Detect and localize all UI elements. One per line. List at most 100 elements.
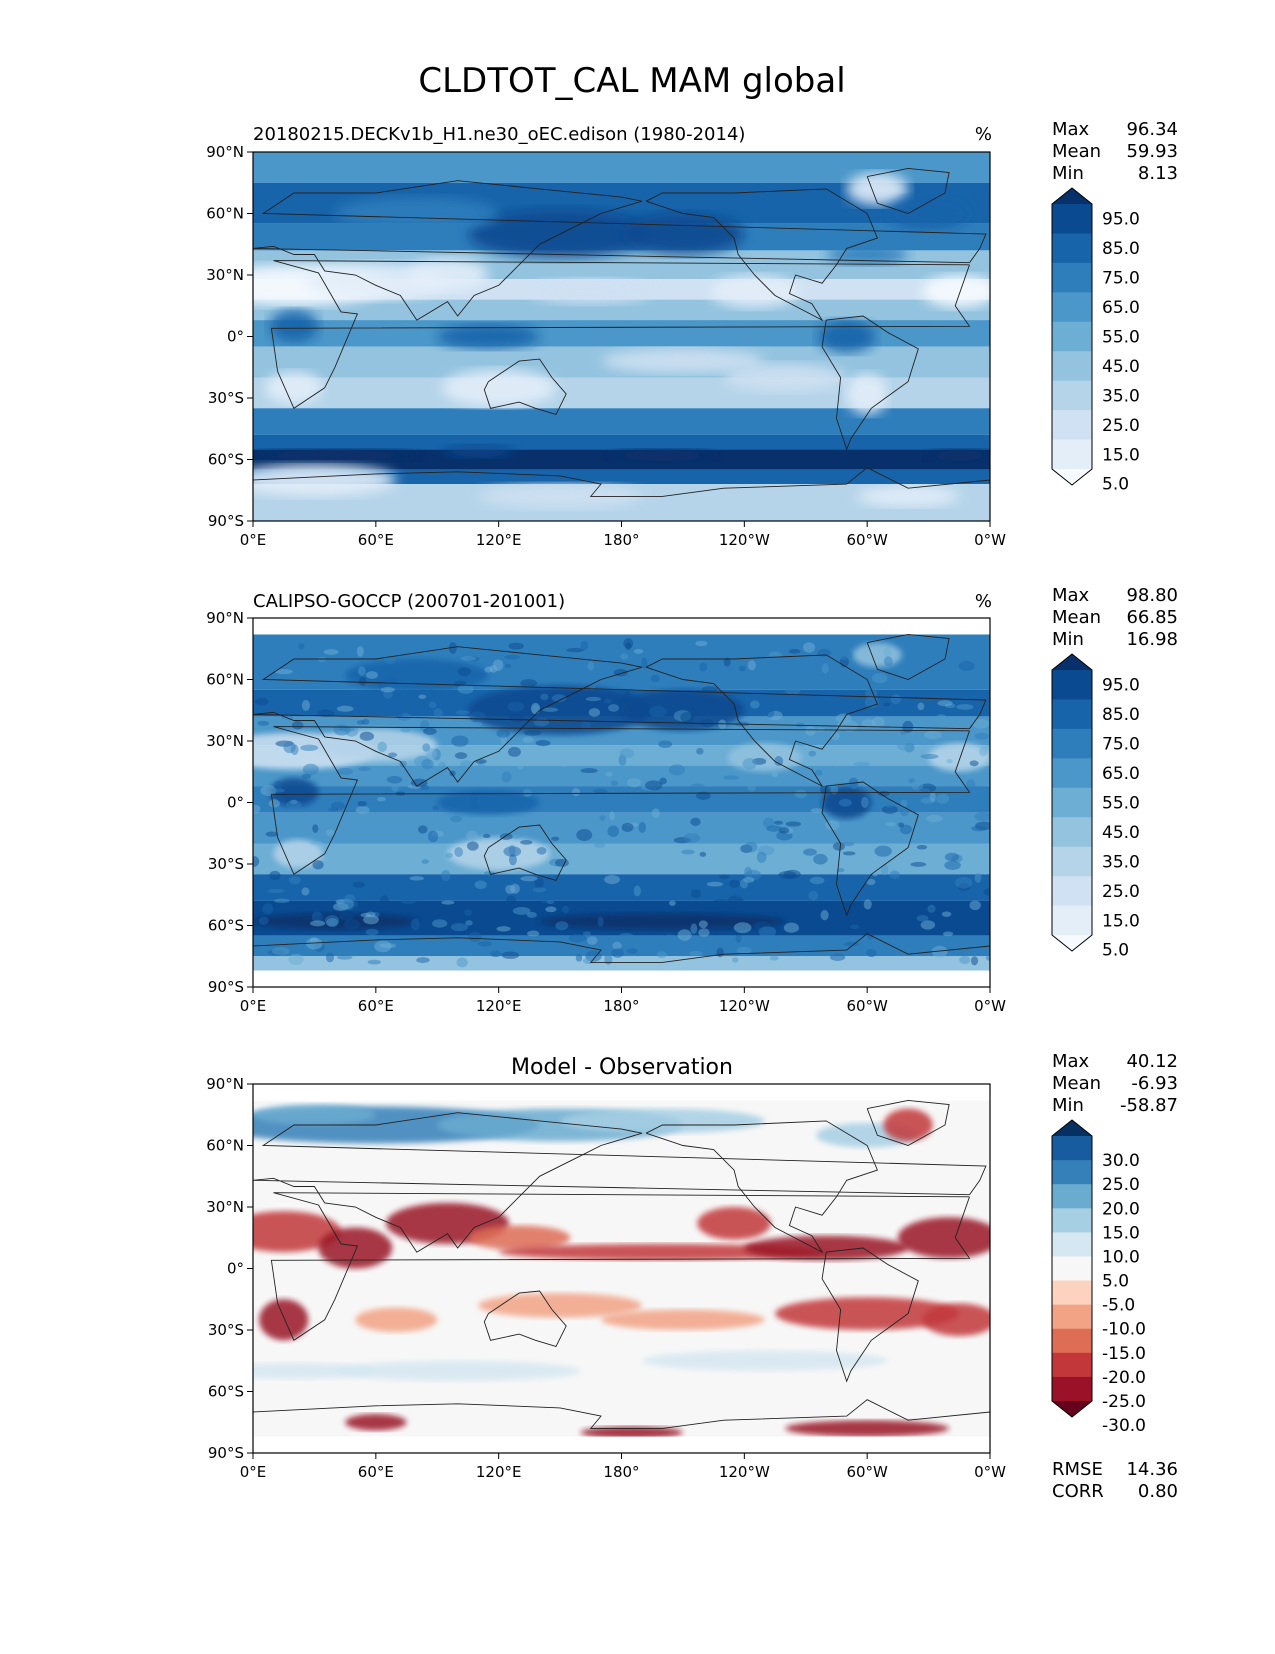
colorbar-label: -25.0 <box>1102 1392 1146 1412</box>
colorbar-outline <box>1051 187 1093 486</box>
stat-label: RMSE <box>1052 1459 1103 1480</box>
colorbar-segment <box>1052 1232 1092 1257</box>
colorbar-label: -20.0 <box>1102 1368 1146 1388</box>
colorbar-segment <box>1052 787 1092 818</box>
colorbar-label: 55.0 <box>1102 794 1140 814</box>
colorbar-segment <box>1052 699 1092 730</box>
colorbar-extend-top <box>1052 1120 1092 1136</box>
stat-value: -58.87 <box>1120 1095 1178 1116</box>
colorbar-segment <box>1052 204 1092 234</box>
colorbar-outline <box>1051 1119 1093 1418</box>
colorbar-label: 95.0 <box>1102 210 1140 230</box>
y-tick-label: 90°N <box>206 1075 244 1093</box>
x-tick-label: 180° <box>603 997 639 1015</box>
y-tick-label: 30°N <box>206 266 244 284</box>
stat-value: 40.12 <box>1126 1051 1178 1072</box>
colorbar: 30.0 25.0 20.0 15.0 10.0 5.0 -5.0 -10.0 -15.0 -20… <box>1051 1119 1146 1436</box>
y-tick-label: 30°S <box>208 1321 244 1339</box>
y-tick-label: 30°N <box>206 1198 244 1216</box>
colorbar-extend-bottom <box>1052 935 1092 951</box>
colorbar-segment <box>1052 1376 1092 1402</box>
y-tick-label: 90°N <box>206 609 244 627</box>
colorbar-label: -10.0 <box>1102 1320 1146 1340</box>
panel-observation: CALIPSO-GOCCP (200701-201001) % 0°E 60°E 1… <box>206 585 1178 1015</box>
stat-label: Max <box>1052 585 1090 606</box>
colorbar-segment <box>1052 758 1092 789</box>
colorbar-label: 15.0 <box>1102 445 1140 465</box>
y-tick-label: 60°N <box>206 1137 244 1155</box>
colorbar-label: -5.0 <box>1102 1296 1135 1316</box>
colorbar-extend-bottom <box>1052 469 1092 485</box>
colorbar-segment <box>1052 292 1092 323</box>
colorbar-label: 55.0 <box>1102 328 1140 348</box>
colorbar-label: 35.0 <box>1102 386 1140 406</box>
stat-label: Min <box>1052 163 1084 184</box>
y-tick-label: 60°S <box>208 1383 244 1401</box>
colorbar-segment <box>1052 1208 1092 1233</box>
colorbar-segment <box>1052 876 1092 907</box>
difference-map <box>253 1084 990 1453</box>
y-tick-label: 30°S <box>208 389 244 407</box>
y-tick-label: 0° <box>227 328 244 346</box>
colorbar-segment <box>1052 1136 1092 1161</box>
stat-value: 96.34 <box>1126 119 1178 140</box>
colorbar-segment <box>1052 817 1092 848</box>
x-tick-label: 60°W <box>846 997 888 1015</box>
panel-difference: Model - Observation 0°E 60°E 120°E 180° 120°… <box>206 1051 1178 1502</box>
colorbar-label: -30.0 <box>1102 1416 1146 1436</box>
colorbar-label: 25.0 <box>1102 1175 1140 1195</box>
colorbar-label: 65.0 <box>1102 298 1140 318</box>
stat-label: Max <box>1052 1051 1090 1072</box>
colorbar-segment <box>1052 351 1092 382</box>
y-tick-label: 30°N <box>206 732 244 750</box>
x-tick-label: 120°W <box>719 1463 770 1481</box>
colorbar-segment <box>1052 233 1092 264</box>
x-tick-label: 0°W <box>974 1463 1006 1481</box>
colorbar-segment <box>1052 1256 1092 1282</box>
x-tick-label: 0°W <box>974 531 1006 549</box>
y-tick-label: 90°N <box>206 143 244 161</box>
stat-label: Min <box>1052 629 1084 650</box>
colorbar-label: 25.0 <box>1102 416 1140 436</box>
y-tick-label: 90°S <box>208 1444 244 1462</box>
y-tick-label: 90°S <box>208 512 244 530</box>
colorbar-segment <box>1052 905 1092 936</box>
colorbar-segment <box>1052 380 1092 411</box>
x-tick-label: 60°E <box>358 531 394 549</box>
colorbar-extend-bottom <box>1052 1401 1092 1417</box>
x-tick-label: 120°W <box>719 531 770 549</box>
x-tick-label: 60°E <box>358 1463 394 1481</box>
stat-label: Min <box>1052 1095 1084 1116</box>
colorbar-label: 45.0 <box>1102 823 1140 843</box>
figure-title: CLDTOT_CAL MAM global <box>418 61 845 101</box>
colorbar-label: 10.0 <box>1102 1247 1140 1267</box>
stat-value: 98.80 <box>1126 585 1178 606</box>
stat-value: 59.93 <box>1126 141 1178 162</box>
model-map <box>253 152 990 521</box>
x-tick-label: 60°E <box>358 997 394 1015</box>
stat-value: 14.36 <box>1126 1459 1178 1480</box>
colorbar-label: 85.0 <box>1102 239 1140 259</box>
colorbar-outline <box>1051 653 1093 952</box>
x-tick-label: 60°W <box>846 1463 888 1481</box>
colorbar-segment <box>1052 670 1092 700</box>
panel-title-center: Model - Observation <box>511 1055 733 1080</box>
colorbar-label: 5.0 <box>1102 941 1129 961</box>
y-tick-label: 60°S <box>208 451 244 469</box>
panel-title-right: % <box>975 591 992 612</box>
colorbar-extend-top <box>1052 654 1092 670</box>
colorbar-label: 25.0 <box>1102 882 1140 902</box>
x-tick-label: 0°E <box>240 1463 267 1481</box>
colorbar-label: 75.0 <box>1102 735 1140 755</box>
colorbar-segment <box>1052 728 1092 759</box>
colorbar-segment <box>1052 1328 1092 1354</box>
x-tick-label: 0°E <box>240 531 267 549</box>
x-tick-label: 0°W <box>974 997 1006 1015</box>
stat-value: 0.80 <box>1138 1481 1178 1502</box>
panel-model: 20180215.DECKv1b_H1.ne30_oEC.edison (198… <box>206 119 1178 549</box>
colorbar-label: 65.0 <box>1102 764 1140 784</box>
colorbar-label: 15.0 <box>1102 1223 1140 1243</box>
stat-label: Max <box>1052 119 1090 140</box>
stat-label: CORR <box>1052 1481 1104 1502</box>
colorbar-label: 35.0 <box>1102 852 1140 872</box>
